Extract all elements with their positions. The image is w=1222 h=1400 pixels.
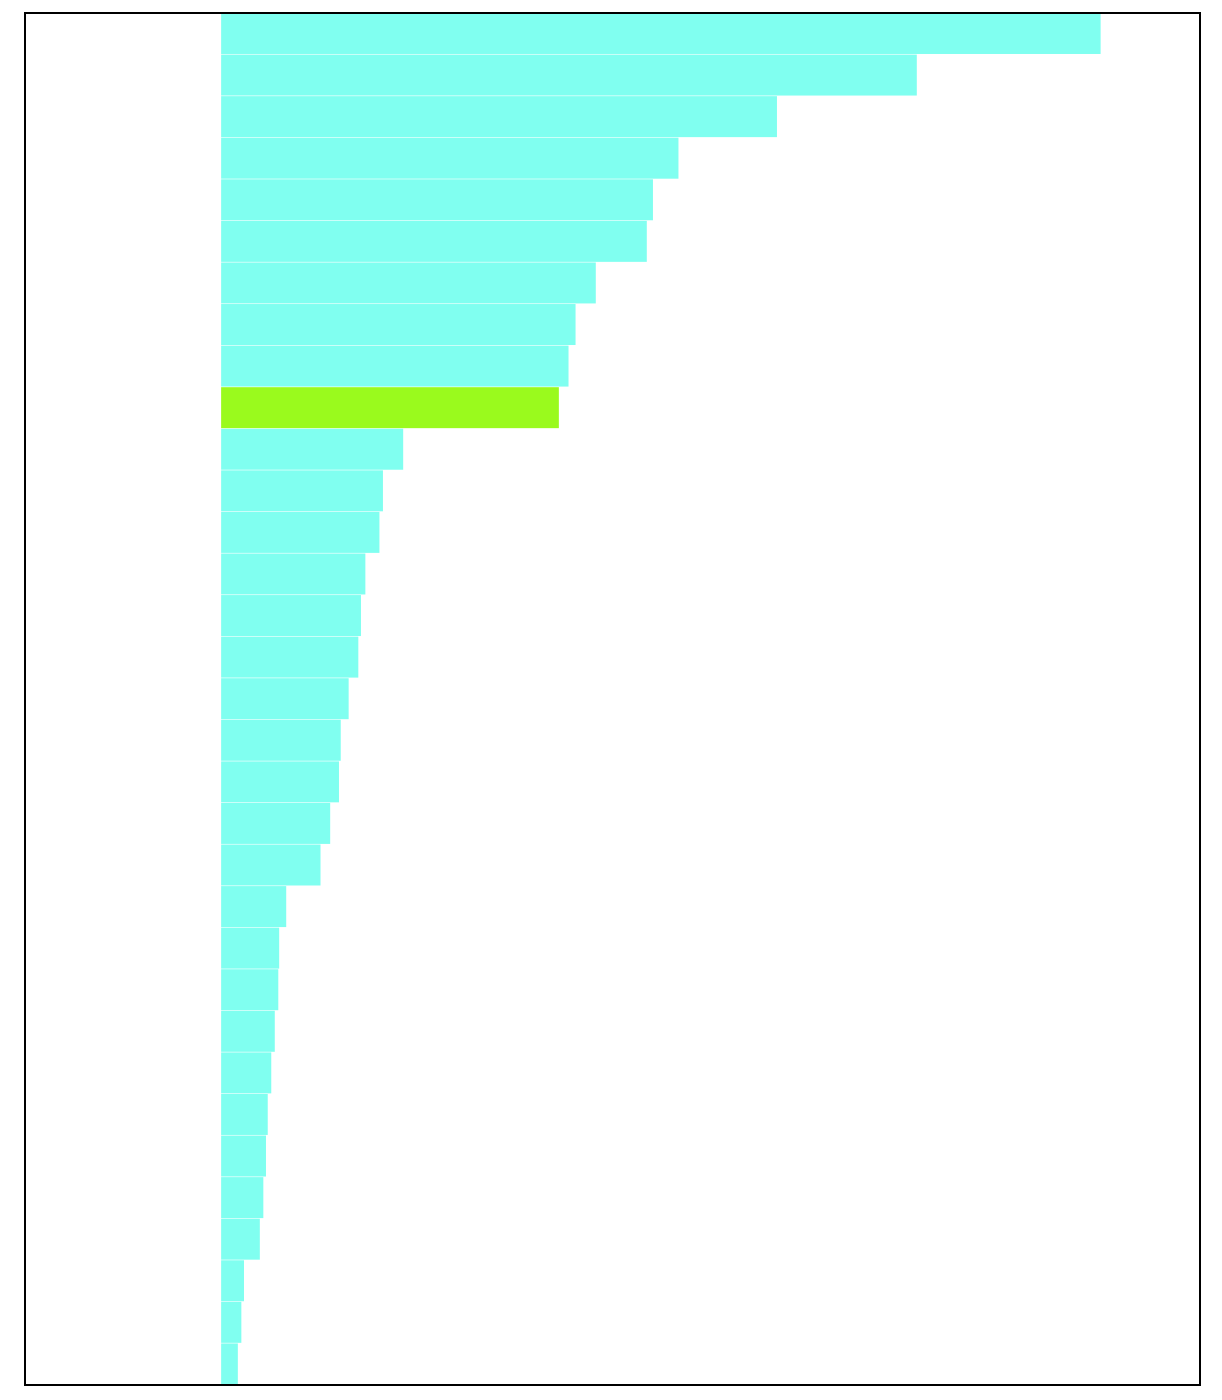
bars <box>221 13 1101 1385</box>
bar <box>221 761 339 803</box>
bar <box>221 262 596 304</box>
bar <box>221 844 321 886</box>
bar <box>221 54 917 96</box>
bar <box>221 428 404 470</box>
bar <box>221 553 366 595</box>
plot-frame <box>24 12 1201 1386</box>
bar <box>221 886 287 928</box>
bar <box>221 1260 244 1302</box>
bar <box>221 96 777 138</box>
bar <box>221 137 679 179</box>
bar <box>221 1301 242 1343</box>
bar <box>221 1343 238 1385</box>
bar <box>221 678 349 720</box>
bar <box>221 595 361 637</box>
bar <box>221 927 280 969</box>
bar <box>221 1052 272 1094</box>
bar <box>221 1218 260 1260</box>
bar <box>221 179 653 221</box>
bar <box>221 719 341 761</box>
bar <box>221 969 279 1011</box>
bar <box>221 1135 266 1177</box>
bar <box>221 1093 268 1135</box>
bar <box>221 220 647 262</box>
bar <box>221 304 576 346</box>
bar <box>221 470 383 512</box>
bar <box>221 1010 275 1052</box>
bar <box>221 636 359 678</box>
bar <box>221 387 559 429</box>
bar <box>221 13 1101 54</box>
bar <box>221 511 380 553</box>
bar <box>221 802 331 844</box>
bar <box>221 1177 264 1219</box>
bar <box>221 345 569 387</box>
